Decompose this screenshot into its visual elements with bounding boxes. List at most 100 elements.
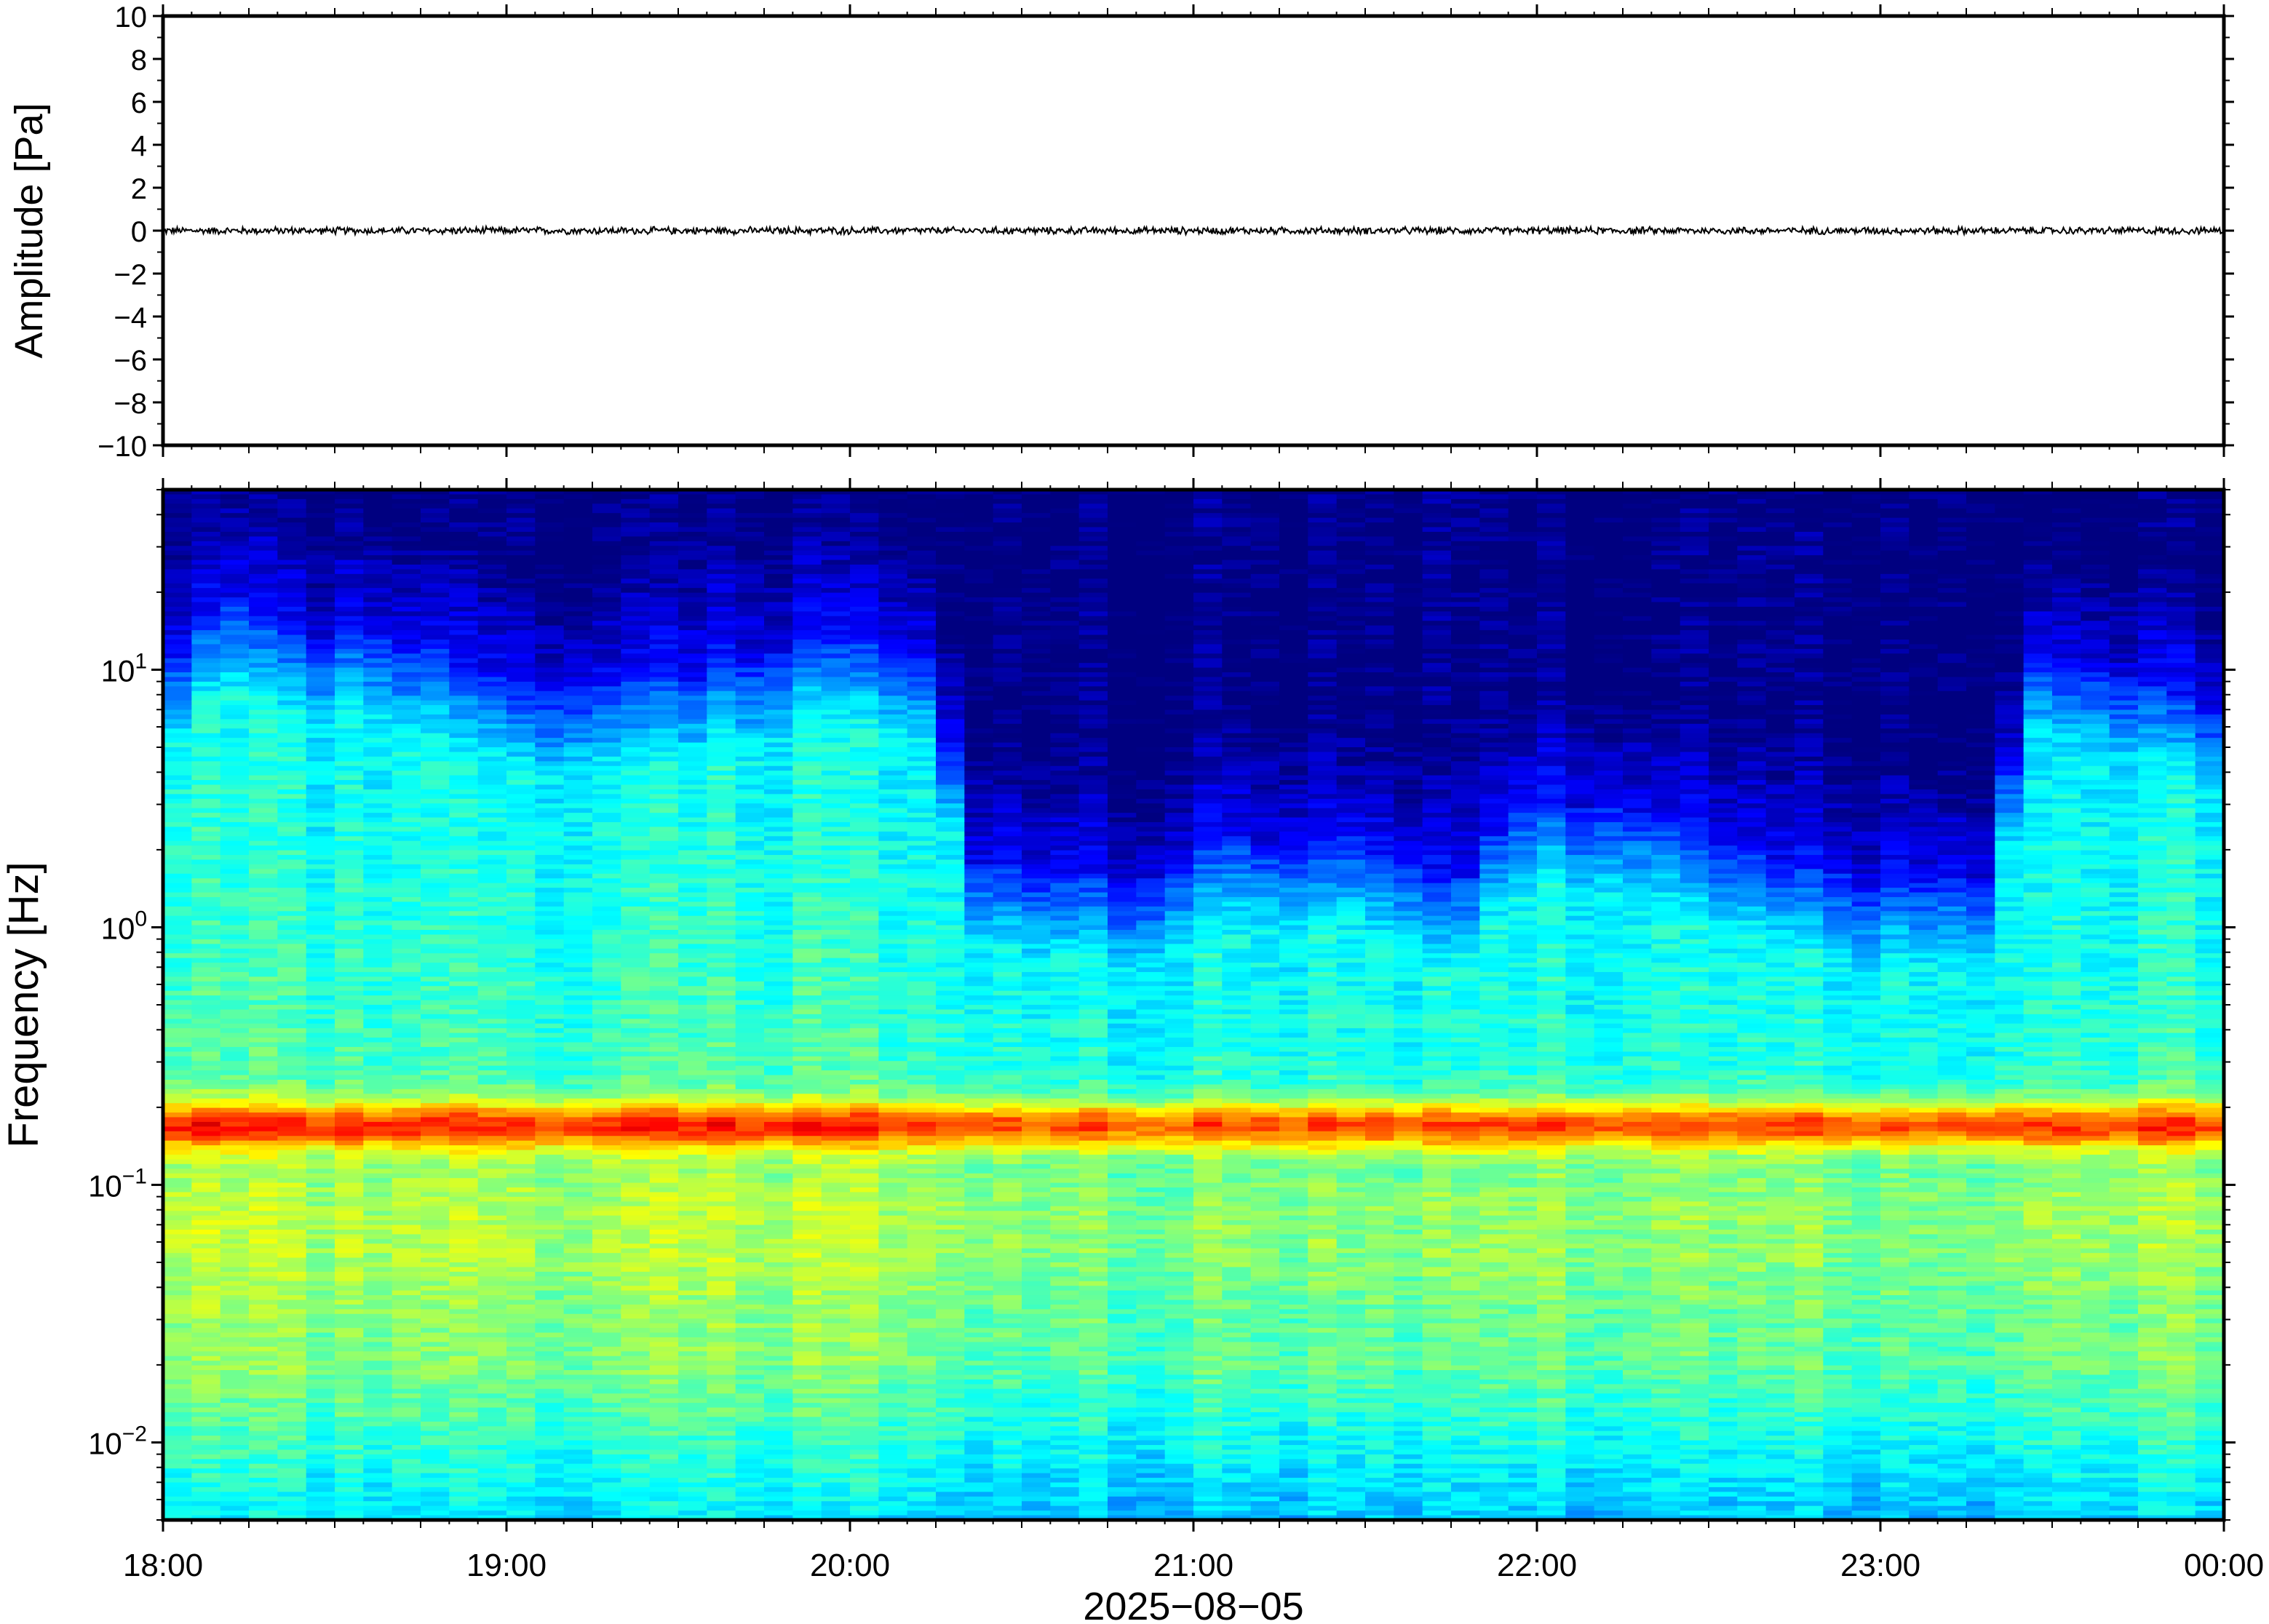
spectrogram-cell bbox=[735, 1145, 765, 1151]
spectrogram-cell bbox=[277, 948, 307, 954]
spectrogram-cell bbox=[764, 864, 793, 869]
spectrogram-cell bbox=[707, 663, 736, 669]
spectrogram-cell bbox=[735, 1248, 765, 1254]
spectrogram-cell bbox=[563, 1196, 593, 1202]
spectrogram-cell bbox=[621, 527, 651, 533]
spectrogram-cell bbox=[506, 813, 536, 819]
spectrogram-cell bbox=[678, 723, 707, 729]
spectrogram-cell bbox=[277, 508, 307, 514]
spectrogram-cell bbox=[449, 672, 479, 678]
spectrogram-cell bbox=[449, 1276, 479, 1282]
spectrogram-cell bbox=[621, 1150, 651, 1155]
spectrogram-cell bbox=[335, 733, 364, 739]
spectrogram-cell bbox=[449, 1365, 479, 1371]
spectrogram-cell bbox=[335, 546, 364, 552]
spectrogram-cell bbox=[649, 1056, 679, 1062]
spectrogram-cell bbox=[335, 1328, 364, 1334]
spectrogram-cell bbox=[163, 883, 192, 888]
spectrogram-cell bbox=[335, 705, 364, 711]
spectrogram-cell bbox=[477, 883, 507, 888]
spectrogram-cell bbox=[306, 1038, 335, 1043]
spectrogram-cell bbox=[592, 1121, 621, 1127]
spectrogram-cell bbox=[363, 1505, 393, 1511]
spectrogram-cell bbox=[649, 1361, 679, 1366]
spectrogram-cell bbox=[477, 1238, 507, 1244]
spectrogram-cell bbox=[506, 896, 536, 902]
spectrogram-cell bbox=[621, 840, 651, 846]
spectrogram-cell bbox=[421, 541, 450, 546]
spectrogram-cell bbox=[735, 1173, 765, 1179]
spectrogram-cell bbox=[649, 1243, 679, 1249]
spectrogram-cell bbox=[306, 1492, 335, 1497]
spectrogram-cell bbox=[621, 728, 651, 734]
spectrogram-cell bbox=[735, 1412, 765, 1417]
spectrogram-cell bbox=[477, 522, 507, 528]
spectrogram-cell bbox=[678, 878, 707, 884]
spectrogram-cell bbox=[306, 588, 335, 594]
spectrogram-cell bbox=[191, 1145, 221, 1151]
spectrogram-cell bbox=[421, 1051, 450, 1057]
spectrogram-cell bbox=[220, 1196, 250, 1202]
spectrogram-cell bbox=[163, 1206, 192, 1211]
spectrogram-cell bbox=[392, 780, 421, 786]
spectrogram-cell bbox=[621, 850, 651, 856]
spectrogram-cell bbox=[277, 920, 307, 926]
spectrogram-cell bbox=[220, 1271, 250, 1277]
spectrogram-cell bbox=[506, 864, 536, 869]
spectrogram-cell bbox=[735, 1088, 765, 1094]
spectrogram-cell bbox=[249, 569, 278, 575]
spectrogram-cell bbox=[277, 878, 307, 884]
spectrogram-cell bbox=[421, 517, 450, 523]
spectrogram-cell bbox=[163, 1163, 192, 1169]
spectrogram-cell bbox=[707, 1384, 736, 1390]
spectrogram-cell bbox=[535, 1365, 565, 1371]
spectrogram-cell bbox=[707, 1131, 736, 1137]
spectrogram-cell bbox=[621, 1065, 651, 1071]
spectrogram-cell bbox=[335, 1032, 364, 1038]
spectrogram-cell bbox=[277, 1159, 307, 1165]
spectrogram-cell bbox=[421, 1126, 450, 1132]
spectrogram-cell bbox=[306, 1398, 335, 1404]
spectrogram-cell bbox=[707, 798, 736, 804]
spectrogram-cell bbox=[392, 490, 421, 495]
spectrogram-cell bbox=[535, 845, 565, 851]
spectrogram-cell bbox=[392, 560, 421, 565]
spectrogram-cell bbox=[649, 560, 679, 565]
spectrogram-cell bbox=[592, 845, 621, 851]
spectrogram-cell bbox=[678, 1323, 707, 1329]
spectrogram-cell bbox=[707, 986, 736, 992]
spectrogram-cell bbox=[678, 869, 707, 875]
spectrogram-cell bbox=[506, 733, 536, 739]
spectrogram-cell bbox=[249, 1178, 278, 1184]
spectrogram-cell bbox=[363, 1234, 393, 1240]
spectrogram-cell bbox=[764, 1271, 793, 1277]
spectrogram-cell bbox=[392, 1478, 421, 1484]
spectrogram-cell bbox=[735, 592, 765, 598]
spectrogram-cell bbox=[592, 878, 621, 884]
spectrogram-cell bbox=[306, 1075, 335, 1080]
spectrogram-cell bbox=[306, 1201, 335, 1207]
spectrogram-cell bbox=[477, 672, 507, 678]
spectrogram-cell bbox=[449, 976, 479, 982]
spectrogram-cell bbox=[449, 1426, 479, 1432]
spectrogram-cell bbox=[220, 621, 250, 626]
spectrogram-cell bbox=[163, 681, 192, 687]
spectrogram-cell bbox=[621, 1430, 651, 1436]
spectrogram-cell bbox=[621, 1163, 651, 1169]
spectrogram-cell bbox=[678, 1046, 707, 1052]
spectrogram-cell bbox=[220, 690, 250, 696]
spectrogram-cell bbox=[477, 742, 507, 748]
waveform-y-tick-label: −8 bbox=[114, 388, 147, 420]
spectrogram-cell bbox=[363, 1154, 393, 1160]
spectrogram-cell bbox=[363, 1220, 393, 1226]
spectrogram-cell bbox=[163, 1243, 192, 1249]
spectrogram-cell bbox=[277, 1323, 307, 1329]
spectrogram-cell bbox=[163, 747, 192, 753]
spectrogram-cell bbox=[449, 1220, 479, 1226]
spectrogram-cell bbox=[449, 583, 479, 589]
spectrogram-cell bbox=[449, 719, 479, 725]
spectrogram-cell bbox=[249, 1206, 278, 1211]
spectrogram-cell bbox=[163, 1136, 192, 1142]
spectrogram-cell bbox=[421, 821, 450, 828]
spectrogram-cell bbox=[449, 490, 479, 495]
